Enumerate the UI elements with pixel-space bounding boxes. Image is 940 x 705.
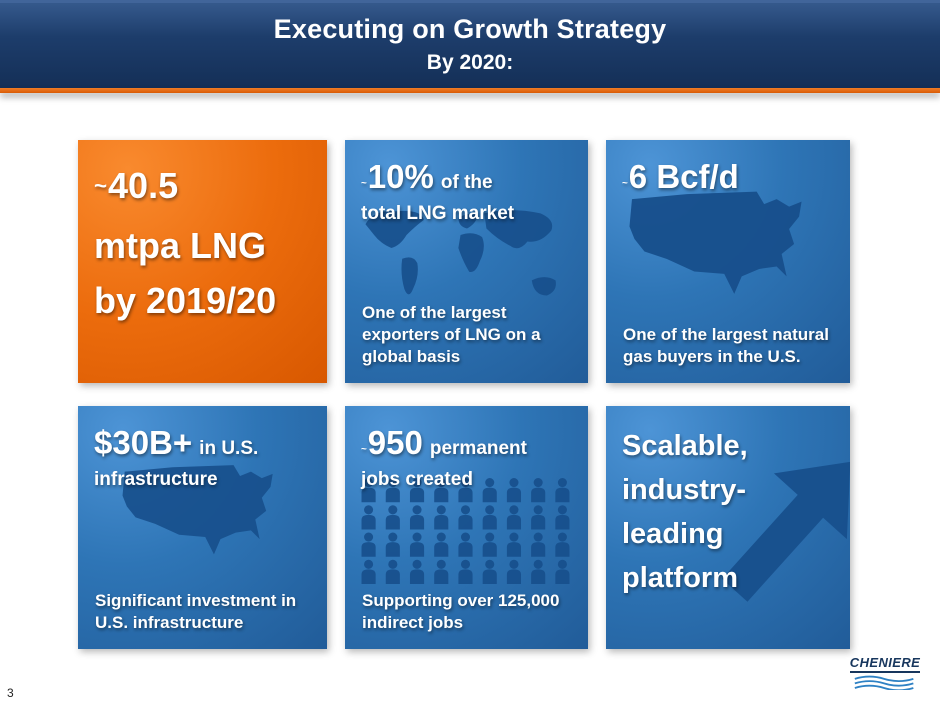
- tilde: ~: [361, 177, 367, 189]
- logo-text: CHENIERE: [849, 655, 921, 673]
- stat-value: 6 Bcf/d: [628, 158, 739, 195]
- stat-investment: $30B+ in U.S.: [94, 424, 311, 462]
- tilde: ~: [94, 173, 108, 199]
- platform-line: industry-: [622, 474, 747, 506]
- tile-gas-buyer-text: ~6 Bcf/d: [622, 158, 834, 196]
- tile-infrastructure-text: $30B+ in U.S. infrastructure: [94, 424, 311, 491]
- tile-infrastructure-caption: Significant investment in U.S. infrastru…: [95, 591, 297, 632]
- stat-subject: total LNG market: [361, 203, 515, 224]
- stat-value: $30B+: [94, 424, 193, 461]
- tile-lng-volume-text: ~40.5 mtpa LNG by 2019/20: [94, 158, 311, 328]
- tile-infrastructure: $30B+ in U.S. infrastructure Significant …: [78, 406, 327, 649]
- tile-market-share: ~10% of the total LNG market One of the l…: [345, 140, 588, 383]
- tile-gas-buyer: ~6 Bcf/d One of the largest natural gas …: [606, 140, 850, 383]
- platform-line: Scalable,: [622, 430, 748, 462]
- stat-value: 40.5: [108, 165, 179, 206]
- tile-jobs-caption: Supporting over 125,000 indirect jobs: [362, 591, 560, 632]
- us-map-icon: [629, 191, 802, 294]
- tiles-grid: ~40.5 mtpa LNG by 2019/20 ~10% of the tot…: [78, 140, 850, 649]
- tile-jobs-text: ~950 permanent jobs created: [361, 424, 572, 491]
- us-map-icon: [122, 465, 273, 555]
- tile-market-share-caption: One of the largest exporters of LNG on a…: [362, 303, 541, 366]
- tile-market-share-text: ~10% of the total LNG market: [361, 158, 572, 225]
- platform-line: leading: [622, 518, 724, 550]
- stat-market-share: ~10% of the: [361, 158, 572, 196]
- tilde: ~: [622, 177, 628, 189]
- stat-jobs: ~950 permanent: [361, 424, 572, 462]
- tilde: ~: [361, 443, 367, 455]
- stat-subject: jobs created: [361, 469, 473, 490]
- growth-arrow-icon: [722, 461, 850, 602]
- header-accent-bar: [0, 88, 940, 93]
- stat-value: 10%: [367, 158, 434, 195]
- tile-lng-volume: ~40.5 mtpa LNG by 2019/20: [78, 140, 327, 383]
- stat-subject: infrastructure: [94, 469, 218, 490]
- tile-gas-buyer-caption: One of the largest natural gas buyers in…: [623, 325, 829, 366]
- stat-unit: mtpa LNG: [94, 225, 267, 266]
- tile-jobs: ~950 permanent jobs created Supporting ov…: [345, 406, 588, 649]
- stat-value: 950: [367, 424, 423, 461]
- slide-subtitle: By 2020:: [426, 51, 514, 74]
- slide-title: Executing on Growth Strategy: [273, 14, 667, 44]
- stat-qualifier: of the: [440, 172, 493, 193]
- stat-qualifier: in U.S.: [199, 438, 259, 459]
- stat-year: by 2019/20: [94, 280, 277, 321]
- cheniere-logo: CHENIERE: [846, 654, 924, 695]
- platform-line: platform: [622, 562, 738, 594]
- slide-header: Executing on Growth Strategy By 2020:: [0, 0, 940, 88]
- tile-platform-text: Scalable, industry- leading platform: [622, 424, 834, 600]
- stat-qualifier: permanent: [429, 438, 527, 459]
- world-map-icon: [365, 210, 556, 296]
- stat-mtpa: ~40.5: [94, 158, 311, 218]
- stat-bcfd: ~6 Bcf/d: [622, 158, 834, 196]
- crowd-icon: [361, 478, 570, 584]
- page-number: 3: [7, 686, 14, 700]
- tile-platform: Scalable, industry- leading platform: [606, 406, 850, 649]
- waves-icon: [854, 675, 914, 692]
